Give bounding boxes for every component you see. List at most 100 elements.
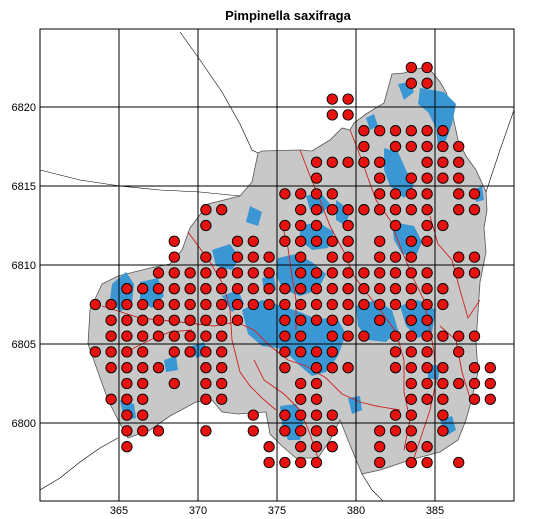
occurrence-point xyxy=(374,456,386,469)
occurrence-point xyxy=(200,298,212,311)
occurrence-point xyxy=(216,267,228,279)
occurrence-point xyxy=(374,298,386,311)
occurrence-point xyxy=(437,362,449,374)
occurrence-point xyxy=(421,314,433,326)
occurrence-point xyxy=(374,204,386,216)
occurrence-point xyxy=(405,283,417,295)
occurrence-point xyxy=(200,267,212,279)
occurrence-points xyxy=(89,61,496,469)
occurrence-point xyxy=(200,377,212,390)
occurrence-point xyxy=(121,393,133,405)
occurrence-point xyxy=(453,188,465,200)
occurrence-point xyxy=(405,61,417,74)
occurrence-point xyxy=(421,235,433,247)
occurrence-point xyxy=(279,346,291,358)
occurrence-point xyxy=(310,441,323,453)
occurrence-point xyxy=(342,156,354,168)
occurrence-point xyxy=(326,425,338,437)
occurrence-point xyxy=(437,393,449,405)
occurrence-point xyxy=(295,393,307,405)
occurrence-point xyxy=(326,362,338,374)
occurrence-point xyxy=(168,298,180,311)
boundary-line xyxy=(40,59,41,60)
occurrence-point xyxy=(89,298,101,311)
occurrence-point xyxy=(405,456,417,469)
occurrence-point xyxy=(295,235,307,247)
occurrence-point xyxy=(468,393,481,405)
occurrence-point xyxy=(279,362,291,374)
occurrence-point xyxy=(310,393,323,405)
occurrence-point xyxy=(184,283,196,295)
occurrence-point xyxy=(105,298,117,311)
occurrence-point xyxy=(342,251,354,263)
occurrence-point xyxy=(279,456,291,469)
occurrence-point xyxy=(453,346,465,358)
occurrence-point xyxy=(437,125,449,137)
occurrence-point xyxy=(310,409,323,421)
occurrence-point xyxy=(421,283,433,295)
occurrence-point xyxy=(374,425,386,437)
occurrence-point xyxy=(216,283,228,295)
occurrence-point xyxy=(342,204,354,216)
occurrence-point xyxy=(421,188,433,200)
x-tick-label: 370 xyxy=(189,505,207,517)
occurrence-point xyxy=(389,251,402,263)
occurrence-point xyxy=(200,425,212,437)
occurrence-point xyxy=(137,377,149,390)
occurrence-point xyxy=(168,314,180,326)
occurrence-point xyxy=(216,314,228,326)
y-tick-label: 6820 xyxy=(12,102,36,114)
occurrence-point xyxy=(342,267,354,279)
x-tick-label: 375 xyxy=(268,505,286,517)
occurrence-point xyxy=(247,425,259,437)
occurrence-point xyxy=(405,235,417,247)
occurrence-point xyxy=(263,251,275,263)
occurrence-point xyxy=(326,156,338,168)
occurrence-point xyxy=(310,362,323,374)
occurrence-point xyxy=(279,425,291,437)
map-title: Pimpinella saxifraga xyxy=(225,8,351,23)
occurrence-point xyxy=(374,156,386,168)
occurrence-point xyxy=(405,362,417,374)
occurrence-point xyxy=(121,330,133,342)
occurrence-point xyxy=(184,314,196,326)
occurrence-point xyxy=(437,140,449,153)
occurrence-point xyxy=(453,156,465,168)
occurrence-point xyxy=(216,298,228,311)
occurrence-point xyxy=(310,156,323,168)
occurrence-point xyxy=(152,330,165,342)
occurrence-point xyxy=(105,314,117,326)
occurrence-point xyxy=(468,377,481,390)
occurrence-point xyxy=(326,409,338,421)
occurrence-point xyxy=(295,441,307,453)
occurrence-point xyxy=(358,330,370,342)
y-tick-label: 6800 xyxy=(12,418,36,430)
occurrence-point xyxy=(137,362,149,374)
occurrence-point xyxy=(216,204,228,216)
occurrence-point xyxy=(263,456,275,469)
occurrence-point xyxy=(342,362,354,374)
occurrence-point xyxy=(200,362,212,374)
occurrence-point xyxy=(405,251,417,263)
occurrence-point xyxy=(374,172,386,184)
occurrence-point xyxy=(326,441,338,453)
lake xyxy=(246,206,262,226)
occurrence-point xyxy=(468,330,481,342)
occurrence-point xyxy=(310,377,323,390)
road xyxy=(349,129,437,459)
occurrence-point xyxy=(184,330,196,342)
occurrence-point xyxy=(437,377,449,390)
boundary-lines xyxy=(40,31,514,501)
occurrence-point xyxy=(405,409,417,421)
occurrence-point xyxy=(310,283,323,295)
occurrence-point xyxy=(421,172,433,184)
occurrence-point xyxy=(121,441,133,453)
occurrence-point xyxy=(326,330,338,342)
occurrence-point xyxy=(168,235,180,247)
occurrence-point xyxy=(389,330,402,342)
y-tick-label: 6810 xyxy=(12,260,36,272)
occurrence-point xyxy=(105,362,117,374)
occurrence-point xyxy=(374,441,386,453)
occurrence-point xyxy=(389,346,402,358)
occurrence-point xyxy=(421,330,433,342)
